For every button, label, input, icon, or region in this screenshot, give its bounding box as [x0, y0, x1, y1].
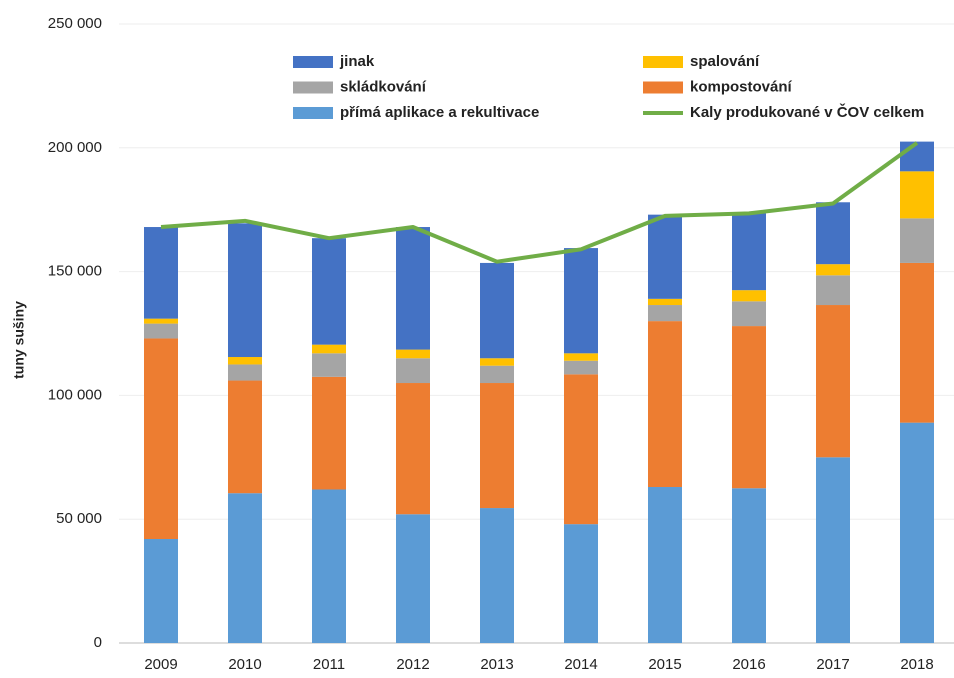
legend-swatch — [293, 107, 333, 119]
bar — [312, 344, 346, 354]
y-tick-label: 100 000 — [48, 386, 102, 403]
x-tick-label: 2014 — [564, 656, 597, 673]
bar — [648, 487, 682, 643]
bar — [144, 318, 178, 324]
bar — [732, 488, 766, 643]
bar — [312, 489, 346, 643]
bar — [312, 376, 346, 490]
bar — [396, 227, 430, 350]
bar — [480, 262, 514, 359]
bar — [480, 365, 514, 384]
bar — [816, 305, 850, 458]
line — [160, 141, 919, 264]
x-tick-label: 2011 — [313, 656, 345, 673]
legend-label: spalování — [690, 53, 760, 70]
x-tick-label: 2018 — [900, 656, 933, 673]
bar — [564, 248, 598, 354]
bar — [648, 298, 682, 306]
y-tick-label: 250 000 — [48, 15, 102, 32]
bar — [732, 213, 766, 291]
x-tick-label: 2015 — [648, 656, 681, 673]
bar — [144, 227, 178, 319]
legend-label: jinak — [339, 53, 375, 70]
bar — [900, 422, 934, 643]
bar — [396, 349, 430, 359]
bar — [228, 493, 262, 643]
bar — [900, 141, 934, 172]
bar — [312, 353, 346, 377]
bar — [228, 364, 262, 381]
bar — [816, 457, 850, 643]
bar — [144, 323, 178, 339]
bar — [228, 223, 262, 358]
y-tick-label: 200 000 — [48, 139, 102, 156]
bar — [312, 238, 346, 345]
legend-label: přímá aplikace a rekultivace — [340, 104, 539, 121]
bar — [816, 202, 850, 265]
x-tick-label: 2010 — [228, 656, 261, 673]
x-tick-label: 2012 — [396, 656, 429, 673]
bar — [900, 218, 934, 263]
bar — [732, 290, 766, 302]
legend-swatch — [293, 56, 333, 68]
bar — [900, 171, 934, 219]
bar — [396, 358, 430, 384]
bar — [816, 264, 850, 276]
bar — [480, 383, 514, 509]
bar — [564, 524, 598, 643]
bar — [564, 360, 598, 375]
legend-swatch — [293, 81, 333, 94]
bar — [732, 326, 766, 489]
bar — [144, 338, 178, 540]
bar — [648, 214, 682, 299]
y-tick-label: 150 000 — [48, 263, 102, 280]
bar — [648, 321, 682, 488]
x-tick-label: 2016 — [732, 656, 765, 673]
x-tick-label: 2009 — [144, 656, 177, 673]
bar — [816, 275, 850, 306]
y-tick-label: 0 — [94, 634, 102, 651]
bar — [480, 508, 514, 643]
bar — [732, 301, 766, 327]
bar — [564, 374, 598, 525]
bar — [564, 353, 598, 361]
legend-label: kompostování — [690, 78, 793, 95]
bar — [396, 383, 430, 515]
bar — [480, 358, 514, 366]
bar — [228, 357, 262, 365]
y-tick-label: 50 000 — [56, 510, 102, 527]
bar — [144, 539, 178, 643]
legend-label: Kaly produkované v ČOV celkem — [690, 103, 924, 121]
x-tick-label: 2017 — [816, 656, 849, 673]
bar — [900, 262, 934, 423]
bar — [228, 380, 262, 494]
y-axis-label: tuny sušiny — [11, 301, 27, 379]
legend-label: skládkování — [340, 78, 427, 95]
x-tick-label: 2013 — [480, 656, 513, 673]
bar — [396, 514, 430, 643]
legend-swatch — [643, 81, 683, 94]
legend-swatch — [643, 56, 683, 68]
bar — [648, 305, 682, 322]
